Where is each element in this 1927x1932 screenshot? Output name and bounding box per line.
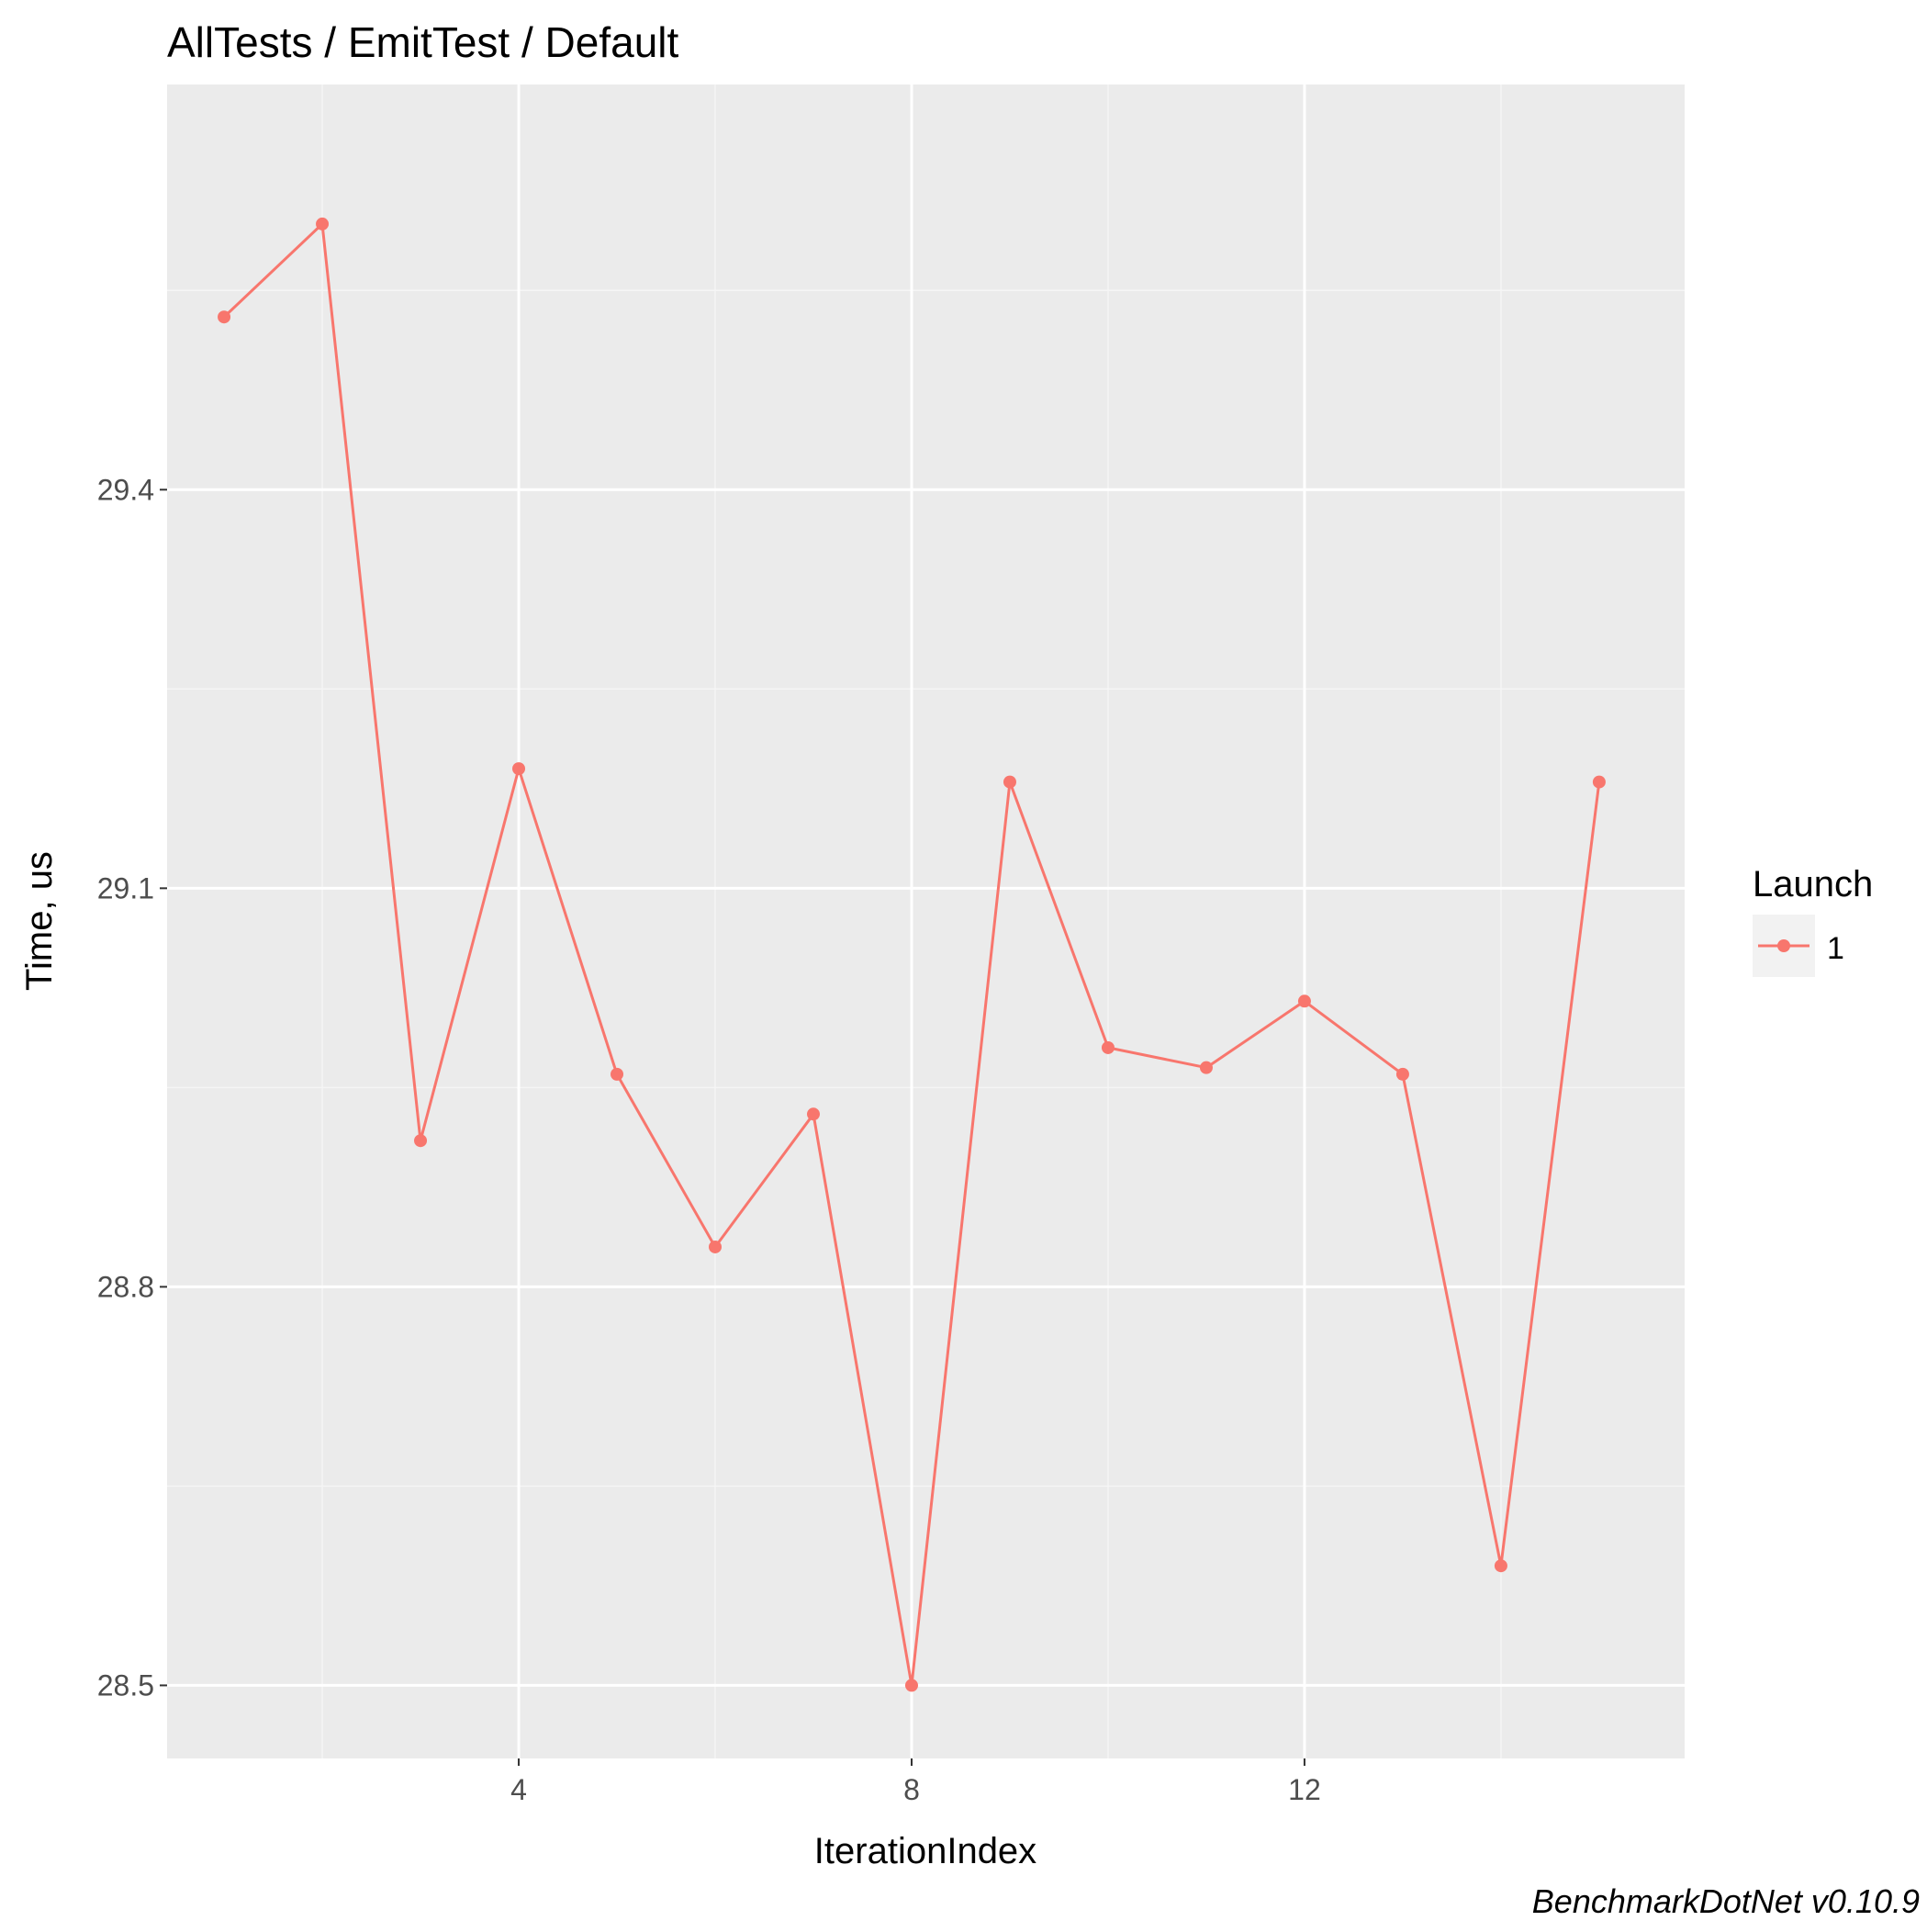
legend: Launch 1 [1753, 864, 1873, 977]
legend-key-point [1777, 939, 1790, 952]
y-tick-label: 29.4 [97, 473, 154, 506]
data-point [218, 310, 231, 324]
data-point [1297, 994, 1311, 1008]
legend-title: Launch [1753, 864, 1873, 904]
x-tick-label: 8 [903, 1773, 920, 1806]
data-point [316, 217, 330, 230]
y-axis-label: Time, us [19, 851, 60, 991]
axis-ticks: 4 8 12 28.5 28.8 29.1 29.4 [97, 473, 1321, 1806]
data-point [1494, 1559, 1507, 1573]
data-point [414, 1134, 428, 1148]
data-point [709, 1240, 723, 1253]
y-tick-label: 28.5 [97, 1668, 154, 1702]
chart-title: AllTests / EmitTest / Default [167, 18, 678, 66]
caption: BenchmarkDotNet v0.10.9 [1532, 1882, 1920, 1920]
x-axis-label: IterationIndex [814, 1831, 1036, 1871]
series-layer [218, 217, 1606, 1692]
y-tick-label: 28.8 [97, 1270, 154, 1303]
data-point [1592, 775, 1606, 789]
legend-entry-label: 1 [1827, 931, 1844, 966]
data-point [512, 762, 526, 776]
data-point [611, 1067, 624, 1081]
data-point [1199, 1061, 1213, 1074]
data-point [904, 1679, 918, 1692]
data-point [806, 1107, 820, 1121]
data-point [1395, 1067, 1409, 1081]
data-point [1101, 1040, 1115, 1054]
data-point [1003, 775, 1016, 789]
y-tick-label: 29.1 [97, 871, 154, 904]
x-tick-label: 12 [1288, 1773, 1321, 1806]
major-gridlines [167, 84, 1685, 1758]
x-tick-label: 4 [510, 1773, 527, 1806]
plot-panel [167, 84, 1685, 1758]
minor-gridlines [167, 84, 1685, 1758]
